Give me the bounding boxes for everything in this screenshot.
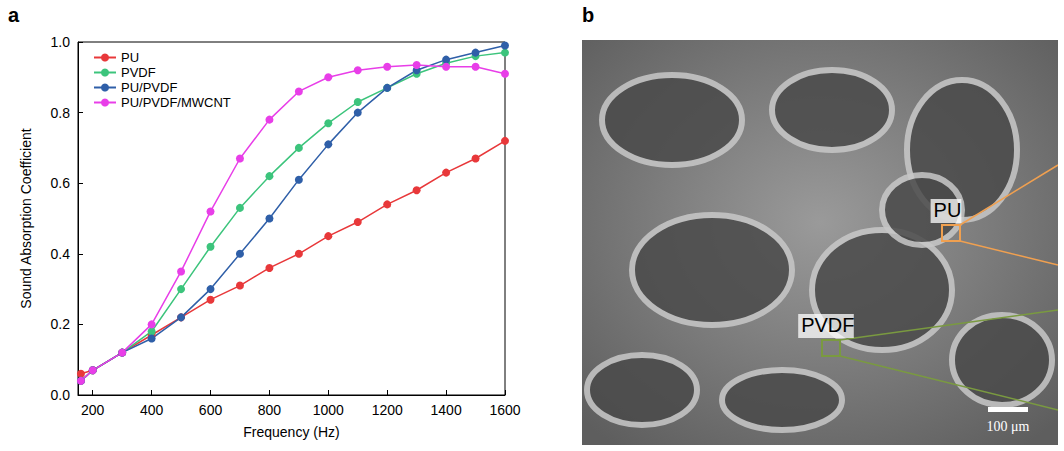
svg-text:1200: 1200 — [372, 402, 403, 418]
svg-text:100 μm: 100 μm — [987, 419, 1030, 434]
svg-text:0.8: 0.8 — [51, 105, 71, 121]
svg-text:Frequency (Hz): Frequency (Hz) — [243, 424, 339, 440]
svg-text:1400: 1400 — [431, 402, 462, 418]
svg-text:600: 600 — [199, 402, 223, 418]
svg-text:0.2: 0.2 — [51, 316, 71, 332]
svg-text:0.6: 0.6 — [51, 175, 71, 191]
svg-text:PU/PVDF: PU/PVDF — [121, 80, 177, 95]
svg-text:1000: 1000 — [313, 402, 344, 418]
svg-text:800: 800 — [258, 402, 282, 418]
svg-text:400: 400 — [140, 402, 164, 418]
svg-text:1600: 1600 — [489, 402, 520, 418]
svg-text:0.4: 0.4 — [51, 246, 71, 262]
svg-text:0.0: 0.0 — [51, 387, 71, 403]
svg-text:PU/PVDF/MWCNT: PU/PVDF/MWCNT — [121, 95, 231, 110]
svg-text:1.0: 1.0 — [51, 34, 71, 50]
svg-text:PVDF: PVDF — [121, 65, 156, 80]
svg-text:PVDF: PVDF — [801, 314, 854, 336]
svg-text:PU: PU — [934, 199, 962, 221]
svg-text:Sound Absorption Coefficient: Sound Absorption Coefficient — [18, 128, 34, 308]
svg-text:PU: PU — [121, 50, 139, 65]
html-text:a: a — [8, 4, 20, 26]
html-text:b: b — [582, 4, 595, 26]
svg-text:200: 200 — [81, 402, 105, 418]
